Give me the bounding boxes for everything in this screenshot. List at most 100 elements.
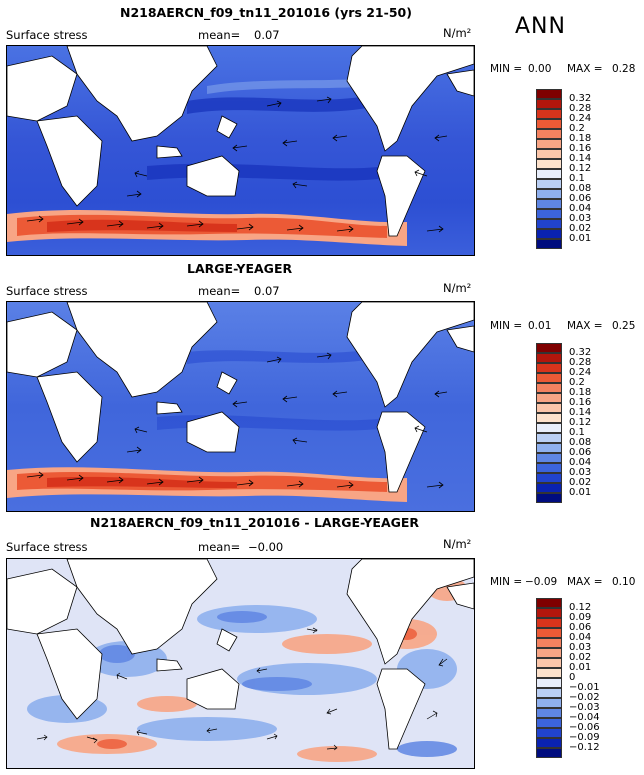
colorbar-swatch — [536, 618, 562, 628]
stress-vectors — [36, 627, 448, 751]
colorbar-swatch — [536, 99, 562, 109]
panel-2-mean-value: 0.07 — [254, 284, 280, 298]
colorbar-label: 0.28 — [569, 103, 592, 114]
panel-1-title: N218AERCN_f09_tn11_201016 (yrs 21-50) — [120, 5, 412, 20]
panel-3-max-value: 0.10 — [612, 576, 636, 588]
colorbar-label: 0.16 — [569, 397, 592, 408]
panel-1-mean-label: mean= — [198, 28, 241, 42]
colorbar-label: 0.18 — [569, 387, 592, 398]
colorbar-swatch — [536, 443, 562, 453]
panel-1-max-label: MAX = — [567, 63, 603, 75]
colorbar-swatch — [536, 353, 562, 363]
colorbar-label: −0.04 — [569, 712, 600, 723]
colorbar-swatch — [536, 698, 562, 708]
panel-3-map — [6, 558, 475, 769]
colorbar-swatch — [536, 608, 562, 618]
colorbar-label: −0.01 — [569, 682, 600, 693]
panel-2-max-value: 0.25 — [612, 320, 636, 332]
colorbar-label: 0.06 — [569, 447, 592, 458]
colorbar-swatch — [536, 119, 562, 129]
colorbar-label: 0.06 — [569, 622, 592, 633]
panel-3-variable: Surface stress — [6, 540, 88, 554]
colorbar-swatch — [536, 453, 562, 463]
colorbar-swatch — [536, 493, 562, 503]
colorbar-label: −0.09 — [569, 732, 600, 743]
panel-2-map — [6, 301, 475, 512]
colorbar-label: 0.12 — [569, 163, 592, 174]
colorbar-swatch — [536, 393, 562, 403]
colorbar-label: 0.02 — [569, 477, 592, 488]
colorbar-label: 0.32 — [569, 93, 592, 104]
colorbar-label: 0.2 — [569, 377, 585, 388]
colorbar-swatch — [536, 383, 562, 393]
colorbar-swatch — [536, 748, 562, 758]
colorbar-swatch — [536, 678, 562, 688]
panel-2-mean-label: mean= — [198, 284, 241, 298]
colorbar-label: 0.32 — [569, 347, 592, 358]
colorbar-label: 0.2 — [569, 123, 585, 134]
colorbar-label: −0.02 — [569, 692, 600, 703]
panel-1-mean-value: 0.07 — [254, 28, 280, 42]
colorbar-label: −0.03 — [569, 702, 600, 713]
colorbar-label: 0.28 — [569, 357, 592, 368]
colorbar-label: 0.14 — [569, 153, 592, 164]
panel-3-mean-label: mean= — [198, 540, 241, 554]
colorbar-label: 0.24 — [569, 367, 592, 378]
panel-2-min-label: MIN = — [490, 320, 523, 332]
land-masses — [7, 559, 474, 750]
colorbar-swatch — [536, 129, 562, 139]
colorbar-swatch — [536, 189, 562, 199]
colorbar-swatch — [536, 658, 562, 668]
season-label: ANN — [515, 14, 566, 39]
colorbar-swatch — [536, 463, 562, 473]
colorbar-swatch — [536, 169, 562, 179]
colorbar-label: 0.03 — [569, 642, 592, 653]
colorbar-swatch — [536, 738, 562, 748]
colorbar-swatch — [536, 403, 562, 413]
colorbar-swatch — [536, 433, 562, 443]
panel-1-units: N/m² — [443, 26, 472, 40]
colorbar-swatch — [536, 628, 562, 638]
panel-2-units: N/m² — [443, 281, 472, 295]
colorbar-swatch — [536, 109, 562, 119]
colorbar-swatch — [536, 708, 562, 718]
colorbar-label: 0.04 — [569, 457, 592, 468]
panel-1-map — [6, 45, 475, 256]
colorbar-label: 0.1 — [569, 427, 585, 438]
colorbar-swatch — [536, 149, 562, 159]
colorbar-swatch — [536, 638, 562, 648]
colorbar-label: 0.08 — [569, 183, 592, 194]
colorbar-label: 0.16 — [569, 143, 592, 154]
colorbar-swatch — [536, 139, 562, 149]
colorbar-label: 0.06 — [569, 193, 592, 204]
colorbar-swatch — [536, 373, 562, 383]
panel-2-variable: Surface stress — [6, 284, 88, 298]
colorbar-swatch — [536, 423, 562, 433]
colorbar-swatch — [536, 229, 562, 239]
colorbar-label: 0.04 — [569, 632, 592, 643]
colorbar-label: 0.01 — [569, 487, 592, 498]
stress-vectors — [26, 352, 448, 489]
colorbar-label: 0.08 — [569, 437, 592, 448]
panel-3-max-label: MAX = — [567, 576, 603, 588]
colorbar-label: 0.1 — [569, 173, 585, 184]
panel-1-min-label: MIN = — [490, 63, 523, 75]
colorbar-swatch — [536, 363, 562, 373]
panel-3-units: N/m² — [443, 537, 472, 551]
panel-1-min-value: 0.00 — [528, 63, 552, 75]
colorbar-swatch — [536, 89, 562, 99]
colorbar-swatch — [536, 728, 562, 738]
colorbar-swatch — [536, 648, 562, 658]
colorbar-swatch — [536, 179, 562, 189]
colorbar-swatch — [536, 668, 562, 678]
colorbar-label: −0.12 — [569, 742, 600, 753]
colorbar-label: 0.04 — [569, 203, 592, 214]
colorbar-label: 0 — [569, 672, 576, 683]
colorbar-label: 0.03 — [569, 213, 592, 224]
colorbar-label: 0.02 — [569, 223, 592, 234]
colorbar-swatch — [536, 483, 562, 493]
colorbar-label: 0.18 — [569, 133, 592, 144]
colorbar-label: 0.01 — [569, 233, 592, 244]
colorbar-label: 0.12 — [569, 602, 592, 613]
land-masses — [7, 46, 474, 237]
